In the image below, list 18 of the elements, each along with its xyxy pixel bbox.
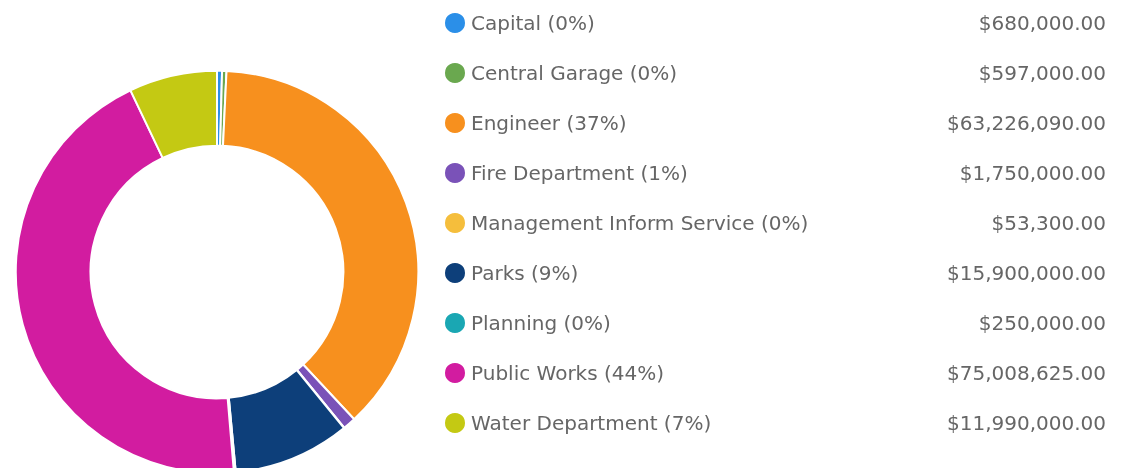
data-label: $63,226,090.00 [946,111,1106,135]
data-label: $680,000.00 [978,11,1106,35]
legend-label: Fire Department (1%) [471,161,688,185]
data-label: $75,008,625.00 [946,361,1106,385]
legend-label: Water Department (7%) [471,411,712,435]
data-label: $250,000.00 [978,311,1106,335]
data-label: $15,900,000.00 [946,261,1106,285]
data-label: $53,300.00 [991,211,1106,235]
legend-label: Parks (9%) [471,261,579,285]
legend-label: Capital (0%) [471,11,595,35]
legend-label: Engineer (37%) [471,111,627,135]
data-label: $11,990,000.00 [946,411,1106,435]
data-label: $1,750,000.00 [959,161,1106,185]
legend-label: Central Garage (0%) [471,61,678,85]
data-label: $597,000.00 [978,61,1106,85]
legend-label: Planning (0%) [471,311,611,335]
legend-label: Public Works (44%) [471,361,665,385]
legend-label: Management Inform Service (0%) [471,211,809,235]
